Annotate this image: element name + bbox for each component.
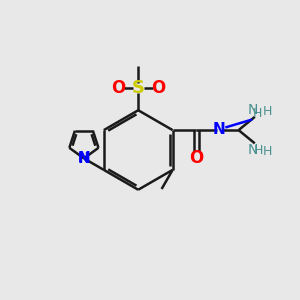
Text: N: N — [247, 103, 258, 117]
Text: N: N — [212, 122, 225, 137]
Text: N: N — [247, 143, 258, 157]
Text: N: N — [77, 151, 90, 166]
Text: S: S — [132, 79, 145, 97]
Text: H: H — [262, 105, 272, 118]
Text: H: H — [254, 144, 263, 157]
Text: H: H — [262, 145, 272, 158]
Text: N: N — [78, 152, 90, 165]
Text: O: O — [111, 79, 125, 97]
Text: O: O — [189, 149, 203, 167]
Text: O: O — [151, 79, 165, 97]
Text: H: H — [253, 107, 262, 120]
